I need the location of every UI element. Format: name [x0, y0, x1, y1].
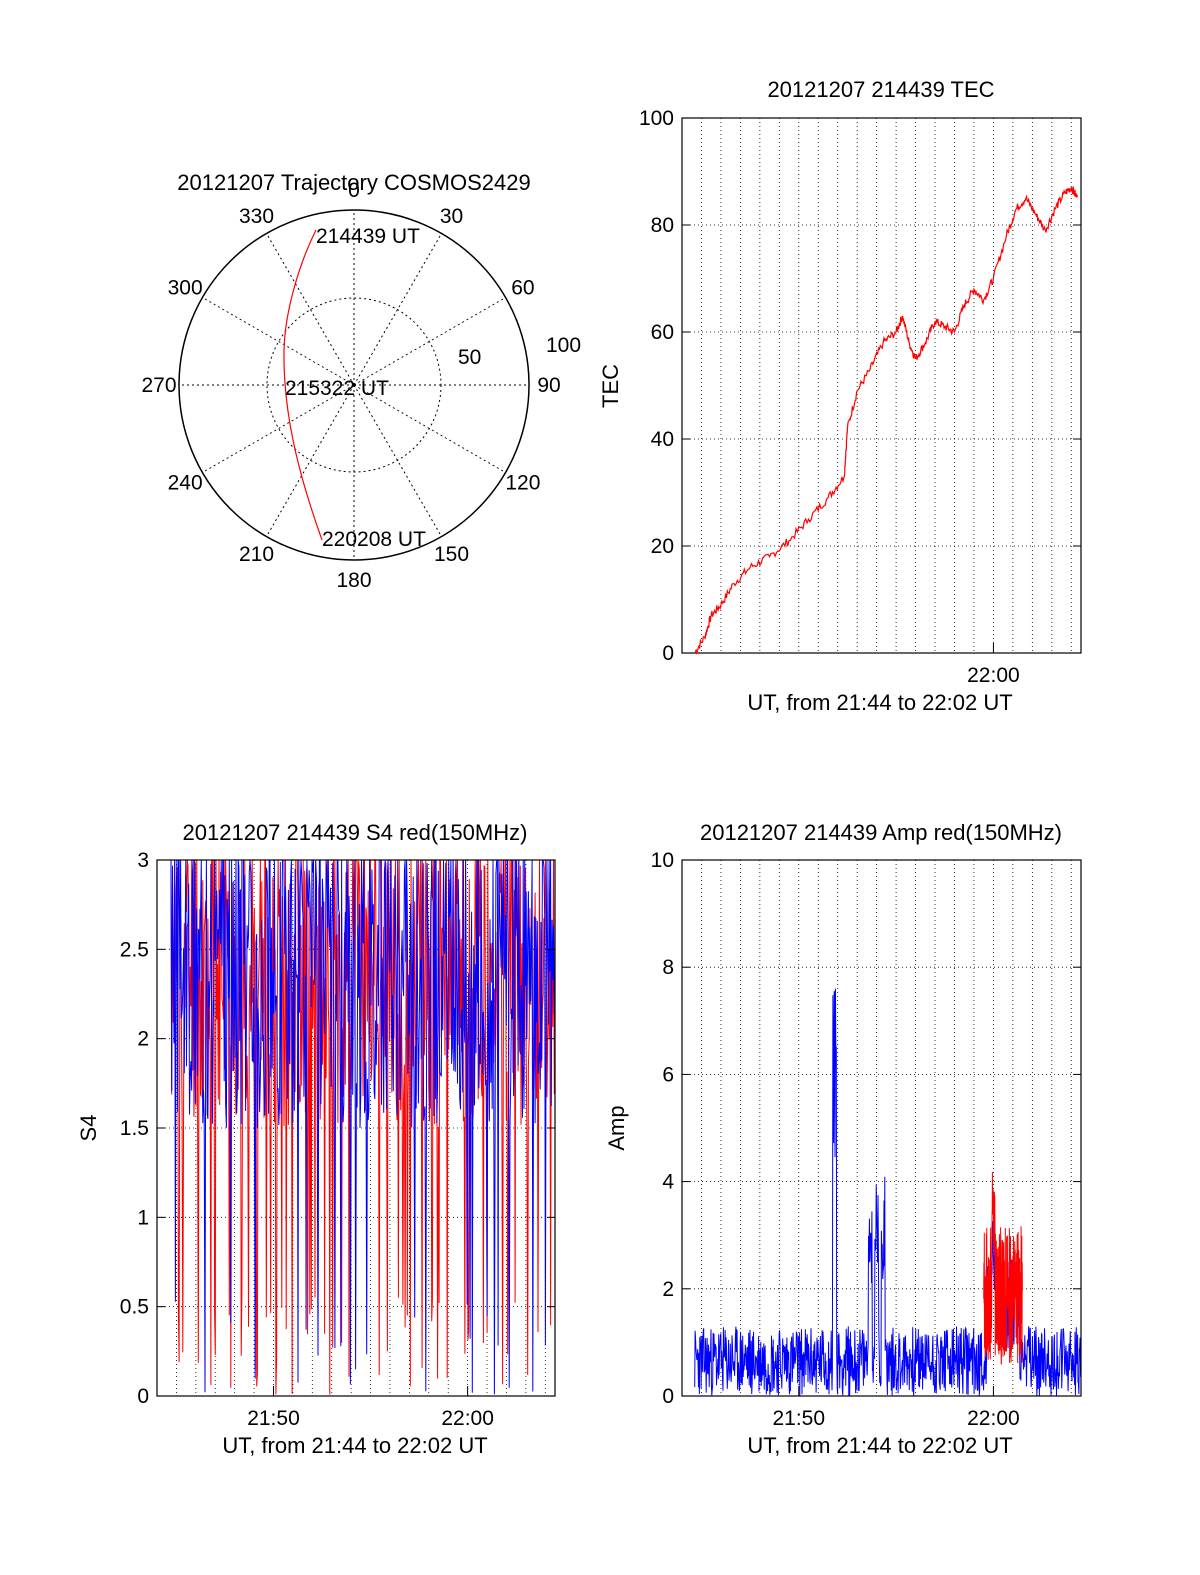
- y-tick-label: 4: [662, 1171, 674, 1194]
- y-tick-label: 100: [639, 107, 674, 130]
- polar-angle-label-210: 210: [239, 543, 274, 566]
- polar-angle-label-90: 90: [537, 374, 560, 397]
- polar-spokes: [179, 210, 529, 560]
- polar-radial-label-100: 100: [546, 334, 581, 357]
- y-tick-label: 1.5: [120, 1117, 149, 1140]
- amp-xlabel: UT, from 21:44 to 22:02 UT: [747, 1433, 1012, 1458]
- tec-ylabel: TEC: [598, 364, 623, 408]
- trajectory-polar-panel: 20121207 Trajectory COSMOS2429 0 30 60 90 12…: [141, 170, 581, 592]
- tec-panel: 20121207 214439 TEC 0 20 40 60 80 100 22:00 U…: [598, 77, 1082, 715]
- y-tick-label: 0: [662, 1385, 674, 1408]
- polar-outer-ring: [178, 209, 530, 561]
- polar-spoke-150: [353, 384, 442, 537]
- x-tick-label: 22:00: [967, 664, 1020, 687]
- y-tick-label: 0.5: [120, 1296, 149, 1319]
- polar-angle-label-300: 300: [168, 277, 203, 300]
- s4-blue-line: [170, 859, 555, 1395]
- y-tick-label: 40: [651, 428, 674, 451]
- y-tick-label: 10: [651, 849, 674, 872]
- s4-ylabel: S4: [76, 1115, 101, 1142]
- y-tick-label: 2: [662, 1278, 674, 1301]
- y-tick-label: 0: [137, 1385, 149, 1408]
- y-tick-label: 8: [662, 956, 674, 979]
- tec-grid: [682, 118, 1081, 653]
- polar-angle-label-330: 330: [239, 205, 274, 228]
- annotation-mid-time: 215322 UT: [285, 377, 389, 400]
- y-tick-label: 3: [137, 849, 149, 872]
- polar-title: 20121207 Trajectory COSMOS2429: [177, 170, 530, 195]
- polar-spoke-60: [353, 297, 506, 386]
- polar-angle-label-60: 60: [511, 277, 534, 300]
- polar-angle-label-0: 0: [348, 179, 360, 202]
- amp-ylabel: Amp: [604, 1105, 629, 1150]
- y-tick-label: 80: [651, 214, 674, 237]
- polar-angle-labels: 0 30 60 90 120 150 180 210 240 270 300 330: [141, 179, 560, 592]
- polar-angle-label-180: 180: [336, 569, 371, 592]
- polar-angle-label-240: 240: [168, 472, 203, 495]
- amp-blue-line: [694, 988, 1082, 1396]
- y-tick-label: 2.5: [120, 938, 149, 961]
- amp-x-ticks: 21:50 22:00: [772, 1386, 1020, 1430]
- amp-y-ticks: 0 2 4 6 8 10: [651, 849, 1081, 1408]
- polar-angle-label-270: 270: [141, 374, 176, 397]
- tec-xlabel: UT, from 21:44 to 22:02 UT: [747, 690, 1012, 715]
- polar-spoke-330: [266, 233, 355, 386]
- y-tick-label: 1: [137, 1206, 149, 1229]
- s4-y-ticks: 0 0.5 1 1.5 2 2.5 3: [120, 849, 555, 1408]
- annotation-end-time: 220208 UT: [322, 528, 426, 551]
- y-tick-label: 6: [662, 1063, 674, 1086]
- x-tick-label: 21:50: [247, 1407, 300, 1430]
- amp-title: 20121207 214439 Amp red(150MHz): [700, 820, 1062, 845]
- polar-spoke-120: [353, 384, 506, 473]
- amp-blue-series: [694, 988, 1082, 1396]
- s4-x-ticks: 21:50 22:00: [247, 1386, 494, 1430]
- amp-red-line: [983, 1171, 1023, 1366]
- polar-spoke-210: [266, 384, 355, 537]
- polar-angle-label-150: 150: [434, 543, 469, 566]
- amp-grid: [682, 860, 1081, 1396]
- x-tick-label: 22:00: [441, 1407, 494, 1430]
- y-tick-label: 2: [137, 1028, 149, 1051]
- tec-plot-frame: [681, 117, 1082, 654]
- y-tick-label: 20: [651, 535, 674, 558]
- s4-title: 20121207 214439 S4 red(150MHz): [183, 820, 528, 845]
- y-tick-label: 60: [651, 321, 674, 344]
- amp-plot-frame: [681, 859, 1082, 1397]
- polar-spoke-240: [202, 384, 355, 473]
- tec-x-ticks: 22:00: [967, 643, 1020, 687]
- y-tick-label: 0: [662, 642, 674, 665]
- s4-panel: 20121207 214439 S4 red(150MHz) 0 0.5 1 1.5 2…: [76, 820, 556, 1458]
- polar-spoke-30: [353, 233, 442, 386]
- annotation-start-time: 214439 UT: [316, 225, 420, 248]
- amp-panel: 20121207 214439 Amp red(150MHz) 0246810 …: [604, 820, 1082, 1458]
- x-tick-label: 22:00: [967, 1407, 1020, 1430]
- tec-y-ticks: 0 20 40 60 80 100: [639, 107, 1081, 665]
- s4-blue-series: [170, 859, 555, 1395]
- trajectory-line: [283, 229, 323, 541]
- polar-radial-label-50: 50: [458, 346, 481, 369]
- amp-red-series: [983, 1171, 1023, 1366]
- tec-series-line: [694, 186, 1078, 656]
- s4-xlabel: UT, from 21:44 to 22:02 UT: [222, 1433, 487, 1458]
- polar-angle-label-30: 30: [440, 205, 463, 228]
- polar-angle-label-120: 120: [505, 472, 540, 495]
- x-tick-label: 21:50: [772, 1407, 825, 1430]
- polar-spoke-300: [202, 297, 355, 386]
- tec-title: 20121207 214439 TEC: [767, 77, 994, 102]
